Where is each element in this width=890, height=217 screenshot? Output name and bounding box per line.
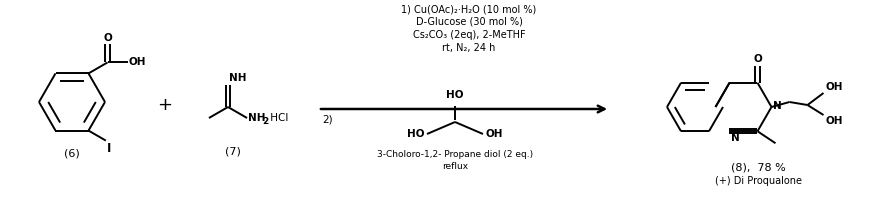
Text: rt, N₂, 24 h: rt, N₂, 24 h (442, 43, 496, 53)
Text: (8),  78 %: (8), 78 % (731, 162, 786, 172)
Text: 2: 2 (262, 117, 268, 125)
Text: N: N (773, 101, 782, 111)
Text: 1) Cu(OAc)₂·H₂O (10 mol %): 1) Cu(OAc)₂·H₂O (10 mol %) (401, 4, 537, 14)
Text: Cs₂CO₃ (2eq), 2-MeTHF: Cs₂CO₃ (2eq), 2-MeTHF (413, 30, 525, 40)
Text: +: + (158, 96, 173, 114)
Text: reflux: reflux (442, 162, 468, 171)
Text: NH: NH (229, 73, 247, 83)
Text: (7): (7) (225, 147, 241, 157)
Text: I: I (107, 141, 111, 155)
Text: OH: OH (485, 129, 503, 139)
Text: HCl: HCl (267, 113, 288, 123)
Text: (+) Di Proqualone: (+) Di Proqualone (715, 176, 802, 186)
Text: HO: HO (408, 129, 425, 139)
Text: D-Glucose (30 mol %): D-Glucose (30 mol %) (416, 17, 522, 27)
Text: 3-Choloro-1,2- Propane diol (2 eq.): 3-Choloro-1,2- Propane diol (2 eq.) (377, 150, 533, 159)
Text: (6): (6) (64, 148, 80, 158)
Text: O: O (753, 54, 762, 64)
Text: NH: NH (248, 113, 265, 123)
Text: 2): 2) (322, 114, 333, 124)
Text: O: O (103, 33, 112, 43)
Text: OH: OH (826, 116, 843, 126)
Text: OH: OH (826, 82, 843, 92)
Text: HO: HO (446, 90, 464, 100)
Text: N: N (732, 133, 740, 143)
Text: OH: OH (128, 58, 146, 67)
